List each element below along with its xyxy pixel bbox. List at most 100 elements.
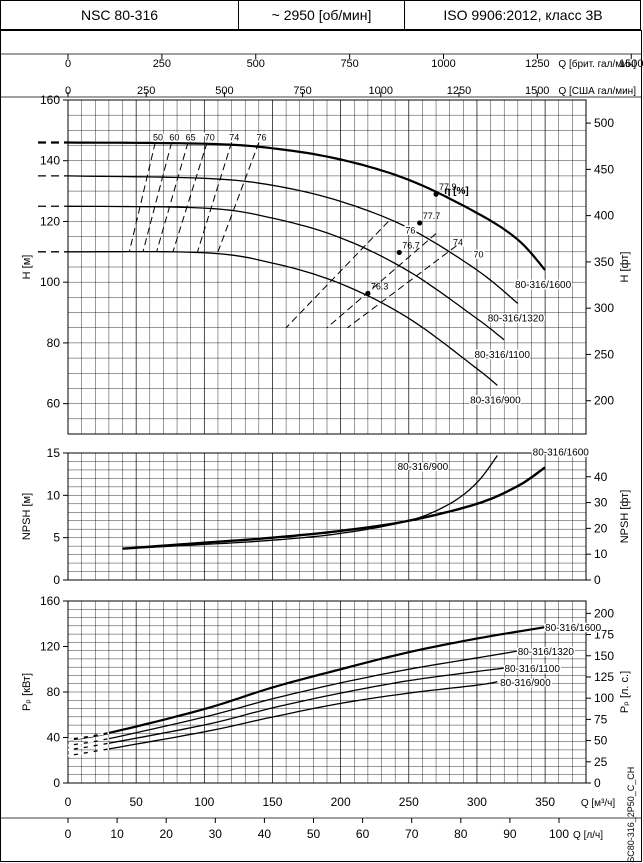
y-right-tick-label: 175 (594, 628, 614, 642)
y-right-tick-label: 200 (594, 394, 614, 408)
efficiency-isoline (217, 142, 260, 252)
bottom-ls-tick-label: 40 (258, 827, 272, 841)
y-tick-label: 160 (40, 93, 60, 107)
y-tick-label: 40 (47, 731, 61, 745)
y-tick-label: 10 (47, 488, 61, 502)
y-right-tick-label: 30 (594, 496, 608, 510)
bep-point-label: 77.9 (439, 182, 457, 192)
y-right-axis-title: Pₚ [л. с.] (619, 671, 631, 713)
bottom-ls-tick-label: 80 (454, 827, 468, 841)
power-curve-label: 80-316/1100 (504, 664, 560, 675)
y-right-tick-label: 0 (594, 573, 601, 587)
y-tick-label: 100 (40, 275, 60, 289)
efficiency-label: 70 (473, 250, 483, 260)
top-uk-tick-label: 1000 (431, 58, 455, 70)
bottom-m3h-tick-label: 200 (331, 795, 351, 809)
h-curve-80-316/900 (68, 250, 498, 386)
y-right-tick-label: 300 (594, 301, 614, 315)
bottom-ls-tick-label: 60 (356, 827, 370, 841)
h-curve-80-316/1600 (67, 141, 546, 271)
bottom-ls-tick-label: 50 (307, 827, 321, 841)
power-curve-label: 80-316/900 (500, 678, 551, 689)
y-tick-label: 120 (40, 640, 60, 654)
y-tick-label: 80 (47, 336, 61, 350)
y-tick-label: 0 (53, 776, 60, 790)
bep-point-label: 76.3 (371, 281, 389, 291)
efficiency-label: 70 (205, 133, 215, 143)
bottom-ls-tick-label: 30 (209, 827, 223, 841)
bottom-ls-tick-label: 10 (110, 827, 124, 841)
efficiency-isoline (172, 142, 208, 252)
efficiency-title: η [%] (444, 186, 468, 197)
power-curve-80-316/1100 (67, 667, 505, 751)
y-right-tick-label: 500 (594, 116, 614, 130)
top-us-tick-label: 1500 (525, 85, 549, 97)
bottom-m3h-tick-label: 50 (129, 795, 143, 809)
power-curve-80-316/1320 (67, 650, 518, 747)
efficiency-isoline (142, 142, 173, 252)
efficiency-label: 50 (153, 133, 163, 143)
y-right-tick-label: 200 (594, 606, 614, 620)
header-bar: NSC 80-316 ~ 2950 [об/мин] ISO 9906:2012… (0, 0, 641, 30)
top-uk-tick-label: 0 (65, 58, 71, 70)
y-right-tick-label: 125 (594, 670, 614, 684)
bep-point-label: 76.7 (402, 240, 420, 250)
y-right-axis-title: NPSH [фт] (619, 490, 631, 544)
efficiency-label: 74 (453, 238, 463, 248)
y-tick-label: 120 (40, 214, 60, 228)
top-us-tick-label: 1250 (447, 85, 471, 97)
bottom-ls-tick-label: 20 (160, 827, 174, 841)
top-us-axis-label: Q [США гал/мин] (558, 86, 636, 97)
power-curve-dash-mask (67, 737, 110, 747)
top-us-tick-label: 750 (293, 85, 311, 97)
efficiency-label: 60 (169, 133, 179, 143)
top-us-tick-label: 500 (215, 85, 233, 97)
efficiency-label: 74 (229, 133, 239, 143)
bottom-m3h-axis-label: Q [м³/ч] (581, 798, 616, 809)
page-frame (0, 30, 642, 862)
y-right-tick-label: 0 (594, 776, 601, 790)
top-us-tick-label: 1000 (369, 85, 393, 97)
y-tick-label: 160 (40, 594, 60, 608)
standard-label: ISO 9906:2012, класс 3В (443, 7, 603, 23)
chart-id-watermark: NSC80-316_2P50_C_CH (626, 767, 636, 863)
y-right-tick-label: 50 (594, 734, 608, 748)
power-curve-label: 80-316/1320 (518, 647, 575, 658)
top-uk-tick-label: 250 (153, 58, 171, 70)
y-axis-title: Pₚ [кВт] (21, 673, 33, 711)
bottom-m3h-tick-label: 100 (194, 795, 214, 809)
bep-point (396, 249, 402, 256)
y-right-tick-label: 350 (594, 255, 614, 269)
y-tick-label: 140 (40, 154, 60, 168)
y-tick-label: 5 (53, 531, 60, 545)
bottom-m3h-tick-label: 300 (467, 795, 487, 809)
y-right-tick-label: 400 (594, 209, 614, 223)
y-axis-title: NPSH [м] (21, 493, 33, 540)
efficiency-isoline (197, 142, 233, 252)
y-tick-label: 80 (47, 685, 61, 699)
npsh-curve-80-316/1600 (122, 466, 546, 550)
top-uk-axis-label: Q [брит. гал/мин] (558, 58, 636, 70)
h-curve-label: 80-316/1320 (488, 313, 545, 324)
bottom-m3h-tick-label: 250 (399, 795, 419, 809)
npsh-label-1600: 80-316/1600 (533, 447, 590, 458)
y-right-tick-label: 450 (594, 162, 614, 176)
efficiency-isoline (128, 142, 156, 252)
y-right-tick-label: 40 (594, 470, 608, 484)
h-curve-label: 80-316/1600 (515, 280, 572, 291)
top-uk-tick-label: 500 (247, 58, 265, 70)
top-us-tick-label: 0 (65, 85, 71, 97)
y-tick-label: 0 (53, 573, 60, 587)
bep-point (365, 290, 371, 297)
efficiency-isoline (285, 221, 389, 329)
bottom-ls-tick-label: 100 (549, 827, 569, 841)
power-curve-dash-mask (67, 731, 110, 741)
y-right-tick-label: 25 (594, 755, 608, 769)
efficiency-isoline (326, 233, 437, 329)
top-uk-tick-label: 1500 (619, 58, 643, 70)
efficiency-label: 76 (405, 225, 415, 235)
y-tick-label: 60 (47, 397, 61, 411)
bottom-ls-tick-label: 0 (65, 827, 72, 841)
y-right-tick-label: 75 (594, 712, 608, 726)
y-tick-label: 15 (47, 446, 61, 460)
